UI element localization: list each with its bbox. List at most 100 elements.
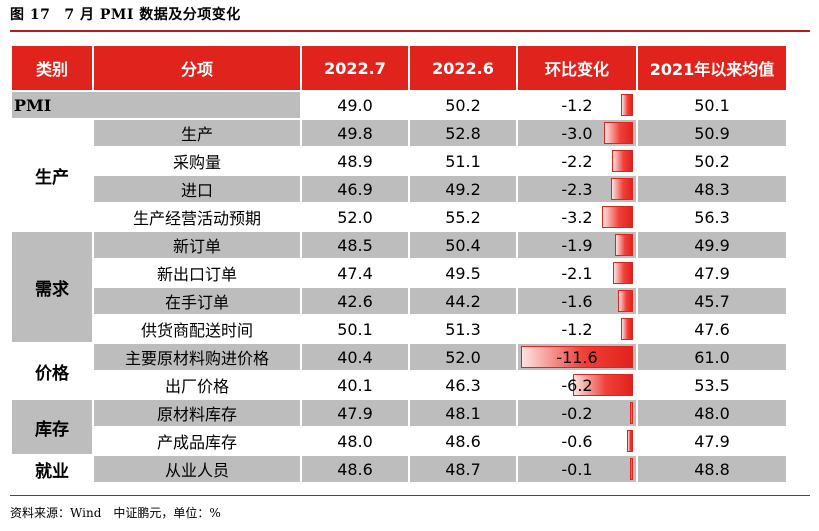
value-2022-7-cell: 42.6 bbox=[302, 288, 408, 314]
change-cell: -2.1 bbox=[518, 260, 636, 286]
item-cell: 出厂价格 bbox=[94, 372, 300, 398]
table-row: 供货商配送时间 50.1 51.3 -1.2 47.6 bbox=[12, 316, 786, 342]
value-2022-7-cell: 49.8 bbox=[302, 120, 408, 146]
change-cell: -0.6 bbox=[518, 428, 636, 454]
figure-caption: 7 月 PMI 数据及分项变化 bbox=[64, 7, 241, 23]
change-value: -2.1 bbox=[561, 263, 593, 283]
table-body: PMI 49.0 50.2 -1.2 50.1 生产 生产 49.8 52.8 -3.0… bbox=[12, 92, 786, 482]
item-cell: 从业人员 bbox=[94, 456, 300, 482]
change-value: -2.2 bbox=[561, 151, 593, 171]
table-row: 采购量 48.9 51.1 -2.2 50.2 bbox=[12, 148, 786, 174]
change-value: -3.2 bbox=[561, 207, 593, 227]
average-cell: 47.9 bbox=[638, 260, 786, 286]
item-cell: 新订单 bbox=[94, 232, 300, 258]
change-value: -0.2 bbox=[561, 403, 593, 423]
change-value: -3.0 bbox=[561, 123, 593, 143]
change-cell: -11.6 bbox=[518, 344, 636, 370]
value-2022-6-cell: 49.2 bbox=[410, 176, 516, 202]
table-row: 新出口订单 47.4 49.5 -2.1 47.9 bbox=[12, 260, 786, 286]
average-cell: 47.6 bbox=[638, 316, 786, 342]
item-cell: 采购量 bbox=[94, 148, 300, 174]
change-bar bbox=[621, 94, 633, 116]
item-cell: 进口 bbox=[94, 176, 300, 202]
change-value: -1.9 bbox=[561, 235, 593, 255]
category-cell: 需求 bbox=[12, 232, 92, 342]
category-cell: 价格 bbox=[12, 344, 92, 398]
pmi-2022-7: 49.0 bbox=[302, 92, 408, 118]
header-item: 分项 bbox=[94, 46, 300, 90]
average-cell: 50.2 bbox=[638, 148, 786, 174]
item-cell: 新出口订单 bbox=[94, 260, 300, 286]
change-value: -1.2 bbox=[561, 319, 593, 339]
item-cell: 在手订单 bbox=[94, 288, 300, 314]
value-2022-6-cell: 51.1 bbox=[410, 148, 516, 174]
change-bar bbox=[613, 262, 633, 284]
change-value: -6.2 bbox=[561, 375, 593, 395]
table-row: 产成品库存 48.0 48.6 -0.6 47.9 bbox=[12, 428, 786, 454]
average-cell: 50.9 bbox=[638, 120, 786, 146]
value-2022-6-cell: 48.6 bbox=[410, 428, 516, 454]
value-2022-6-cell: 52.8 bbox=[410, 120, 516, 146]
value-2022-7-cell: 40.1 bbox=[302, 372, 408, 398]
pmi-change-value: -1.2 bbox=[561, 95, 593, 115]
top-rule bbox=[10, 30, 810, 32]
value-2022-6-cell: 48.7 bbox=[410, 456, 516, 482]
table-row: 出厂价格 40.1 46.3 -6.2 53.5 bbox=[12, 372, 786, 398]
figure-title: 图 17 7 月 PMI 数据及分项变化 bbox=[10, 4, 241, 24]
average-cell: 47.9 bbox=[638, 428, 786, 454]
value-2022-7-cell: 48.5 bbox=[302, 232, 408, 258]
category-cell: 生产 bbox=[12, 120, 92, 230]
change-cell: -1.9 bbox=[518, 232, 636, 258]
average-cell: 53.5 bbox=[638, 372, 786, 398]
average-cell: 48.3 bbox=[638, 176, 786, 202]
change-cell: -1.2 bbox=[518, 316, 636, 342]
average-cell: 61.0 bbox=[638, 344, 786, 370]
table-row: 进口 46.9 49.2 -2.3 48.3 bbox=[12, 176, 786, 202]
value-2022-7-cell: 47.4 bbox=[302, 260, 408, 286]
change-cell: -2.2 bbox=[518, 148, 636, 174]
header-change: 环比变化 bbox=[518, 46, 636, 90]
item-cell: 生产 bbox=[94, 120, 300, 146]
item-cell: 主要原材料购进价格 bbox=[94, 344, 300, 370]
pmi-row: PMI 49.0 50.2 -1.2 50.1 bbox=[12, 92, 786, 118]
table-row: 就业 从业人员 48.6 48.7 -0.1 48.8 bbox=[12, 456, 786, 482]
category-cell: 库存 bbox=[12, 400, 92, 454]
value-2022-7-cell: 52.0 bbox=[302, 204, 408, 230]
change-cell: -1.6 bbox=[518, 288, 636, 314]
item-cell: 原材料库存 bbox=[94, 400, 300, 426]
pmi-change: -1.2 bbox=[518, 92, 636, 118]
change-value: -0.1 bbox=[561, 459, 593, 479]
table-row: 生产 生产 49.8 52.8 -3.0 50.9 bbox=[12, 120, 786, 230]
change-cell: -3.2 bbox=[518, 204, 636, 230]
change-bar bbox=[621, 318, 633, 340]
change-cell: -0.2 bbox=[518, 400, 636, 426]
header-average: 2021年以来均值 bbox=[638, 46, 786, 90]
item-cell: 供货商配送时间 bbox=[94, 316, 300, 342]
change-bar bbox=[618, 290, 633, 312]
value-2022-7-cell: 48.0 bbox=[302, 428, 408, 454]
value-2022-7-cell: 40.4 bbox=[302, 344, 408, 370]
change-cell: -6.2 bbox=[518, 372, 636, 398]
table-row: 生产经营活动预期 52.0 55.2 -3.2 56.3 bbox=[12, 204, 786, 230]
change-bar bbox=[630, 402, 633, 424]
average-cell: 48.8 bbox=[638, 456, 786, 482]
value-2022-7-cell: 48.9 bbox=[302, 148, 408, 174]
change-value: -2.3 bbox=[561, 179, 593, 199]
value-2022-6-cell: 52.0 bbox=[410, 344, 516, 370]
pmi-label: PMI bbox=[12, 92, 300, 118]
value-2022-7-cell: 50.1 bbox=[302, 316, 408, 342]
header-2022-6: 2022.6 bbox=[410, 46, 516, 90]
change-bar bbox=[611, 178, 633, 200]
bottom-rule bbox=[10, 495, 810, 496]
value-2022-7-cell: 48.6 bbox=[302, 456, 408, 482]
figure-number: 图 17 bbox=[10, 7, 51, 23]
average-cell: 48.0 bbox=[638, 400, 786, 426]
average-cell: 56.3 bbox=[638, 204, 786, 230]
value-2022-6-cell: 46.3 bbox=[410, 372, 516, 398]
item-cell: 产成品库存 bbox=[94, 428, 300, 454]
change-bar bbox=[604, 122, 633, 144]
change-value: -1.6 bbox=[561, 291, 593, 311]
source-note: 资料来源：Wind 中证鹏元，单位：% bbox=[10, 506, 221, 520]
value-2022-6-cell: 49.5 bbox=[410, 260, 516, 286]
header-category: 类别 bbox=[12, 46, 92, 90]
